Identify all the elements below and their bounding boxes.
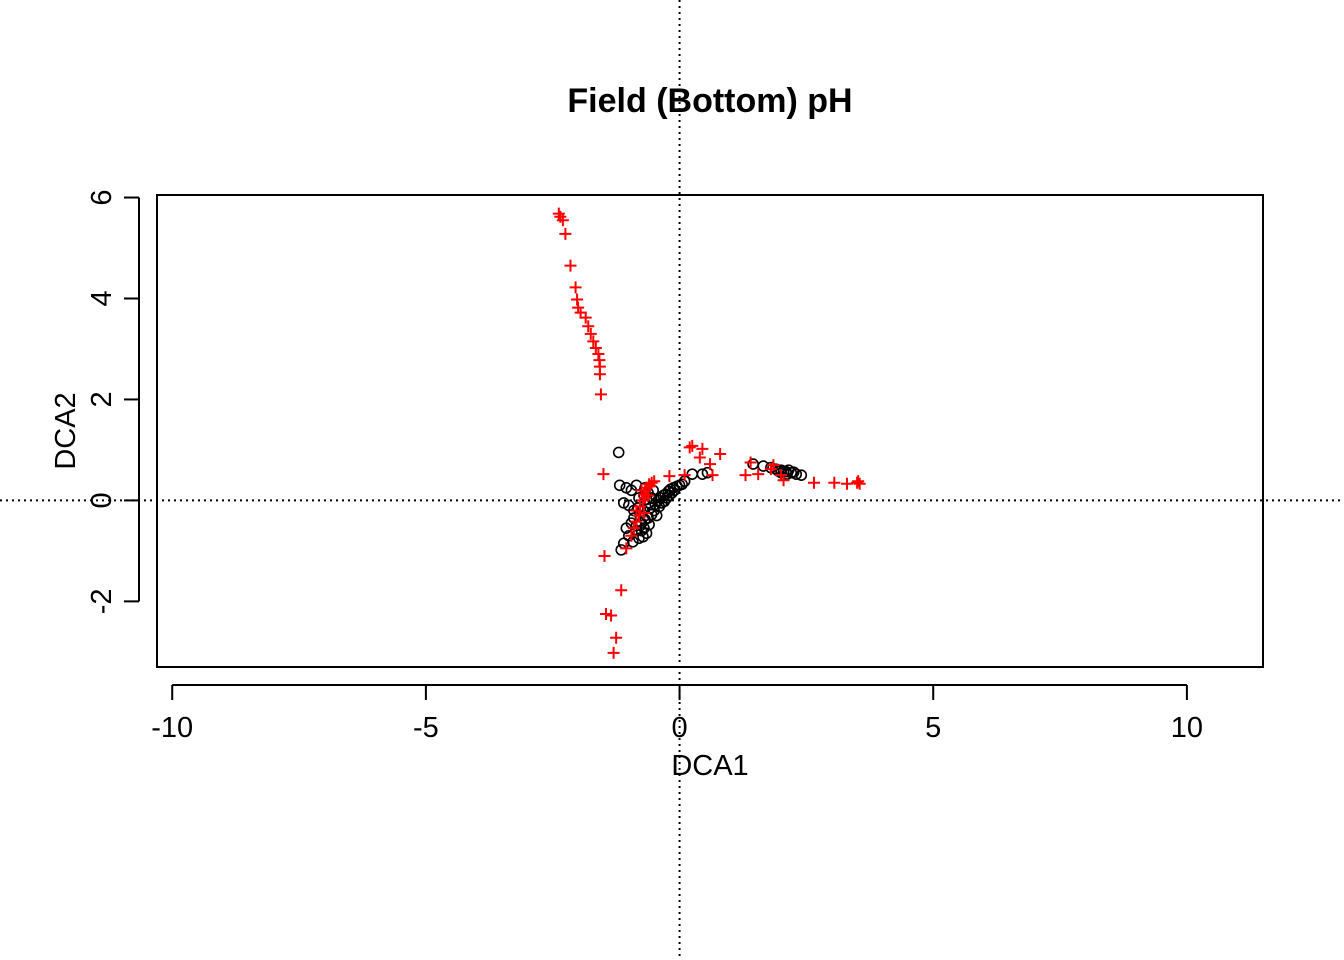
series-1 [552,207,866,659]
data-point-plus [556,214,569,227]
data-point-plus [597,468,610,481]
data-point-plus [706,469,719,482]
data-point-plus [767,459,780,472]
data-point-plus [752,468,765,481]
data-point-plus [852,475,865,488]
chart-title: Field (Bottom) pH [567,82,852,120]
y-axis: -2 0 2 4 6 [86,189,140,614]
data-point-circle [637,530,649,543]
data-point-plus [644,480,657,493]
data-point-plus [599,607,612,620]
data-point-circle [627,536,639,548]
data-point-plus [559,227,572,240]
data-point-plus [572,301,585,314]
x-tick-label: 0 [671,712,687,744]
data-point-circle [612,446,625,459]
data-point-circle [795,469,808,481]
data-point-plus [607,646,620,659]
data-point-circle [757,460,770,472]
data-point-plus [630,515,643,528]
data-point-plus [564,259,577,272]
data-point-plus [571,293,584,306]
x-tick-label: -10 [151,712,193,744]
data-point-plus [637,494,650,507]
x-axis-label: DCA1 [671,750,748,782]
data-point-circle [686,468,699,480]
data-point-circle [635,524,648,537]
data-point-plus [587,335,600,348]
data-point-plus [593,368,606,381]
y-tick-label: -2 [86,588,118,614]
y-axis-label: DCA2 [50,392,82,469]
data-point-plus [840,477,853,490]
data-point-plus [594,388,607,401]
y-tick-label: 6 [86,189,118,205]
data-point-circle [790,468,803,480]
data-point-circle [781,468,793,480]
x-tick-label: 10 [1171,712,1203,744]
data-point-circle [676,478,688,491]
data-point-plus [808,476,821,489]
y-tick-label: 4 [86,290,118,306]
data-point-plus [584,327,597,340]
data-point-plus [851,476,864,489]
data-point-plus [598,549,611,562]
data-point-circle [632,502,644,514]
data-point-plus [686,439,699,452]
data-point-plus [638,507,651,520]
y-tick-label: 2 [86,391,118,407]
data-point-plus [620,542,633,555]
data-point-plus [663,470,676,483]
data-point-circle [615,544,628,556]
data-point-plus [625,529,638,542]
x-tick-label: 5 [925,712,941,744]
data-point-plus [704,458,716,471]
data-point-circle [696,468,709,480]
data-point-plus [696,442,709,455]
data-point-plus [615,584,628,597]
plot-frame [156,194,1264,668]
x-tick-label: -5 [413,712,439,744]
data-point-plus [775,469,788,482]
data-point-plus [678,469,691,482]
data-point-circle [787,466,800,478]
data-point-plus [744,456,757,469]
data-point-plus [683,441,696,454]
data-point-plus [693,451,706,464]
data-point-plus [739,469,752,482]
data-point-plus [582,320,595,333]
data-point-plus [579,311,592,324]
data-point-plus [574,306,587,319]
data-point-circle [613,479,626,492]
data-point-plus [605,609,618,622]
data-point-plus [633,500,646,513]
data-point-plus [632,509,645,522]
data-point-plus [592,348,605,361]
data-point-plus [853,477,866,490]
data-point-plus [777,474,790,487]
data-point-plus [714,447,727,460]
data-point-plus [642,489,655,502]
data-point-plus [610,631,623,644]
y-tick-label: 0 [86,492,118,508]
data-point-plus [828,476,841,489]
data-point-plus [589,341,602,354]
data-point-plus [627,522,640,535]
data-point-plus [569,281,582,294]
x-axis: -10 -5 0 5 10 [151,684,1203,744]
data-points [552,207,866,659]
data-point-plus [635,484,648,497]
